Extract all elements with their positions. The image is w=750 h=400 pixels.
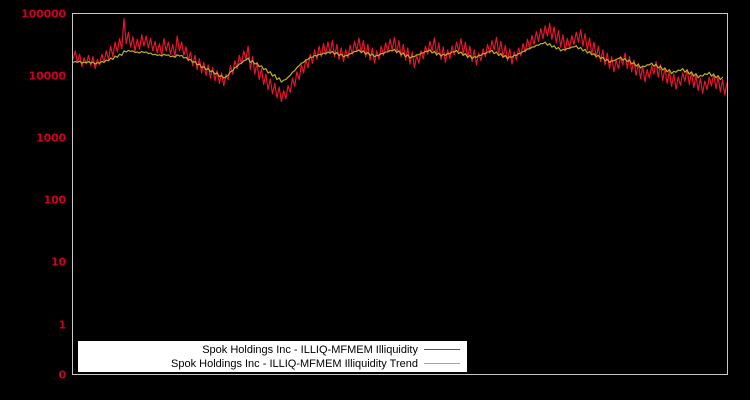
legend-line-swatch-illiquidity-trend — [424, 363, 460, 364]
chart-series-svg — [73, 17, 727, 103]
legend-label-illiquidity-trend: Spok Holdings Inc - ILLIQ-MFMEM Illiquid… — [171, 357, 418, 370]
y-tick-10000: 10000 — [28, 69, 66, 83]
chart-legend: Spok Holdings Inc - ILLIQ-MFMEM Illiquid… — [78, 341, 467, 372]
y-tick-10: 10 — [51, 255, 66, 269]
y-axis-tick-labels: 100000 10000 1000 100 10 1 0 — [0, 0, 66, 400]
y-tick-1000: 1000 — [36, 131, 66, 145]
y-tick-100: 100 — [43, 193, 67, 207]
series-line-illiquidity-trend — [73, 41, 724, 83]
y-tick-0: 0 — [58, 368, 67, 382]
legend-label-illiquidity: Spok Holdings Inc - ILLIQ-MFMEM Illiquid… — [202, 343, 418, 356]
legend-entry-illiquidity: Spok Holdings Inc - ILLIQ-MFMEM Illiquid… — [79, 343, 460, 357]
y-tick-1: 1 — [58, 318, 67, 331]
legend-line-swatch-illiquidity — [424, 349, 460, 350]
series-line-illiquidity — [73, 17, 727, 103]
plot-area — [72, 13, 728, 375]
y-tick-100000: 100000 — [21, 7, 66, 20]
legend-entry-illiquidity-trend: Spok Holdings Inc - ILLIQ-MFMEM Illiquid… — [79, 357, 460, 371]
